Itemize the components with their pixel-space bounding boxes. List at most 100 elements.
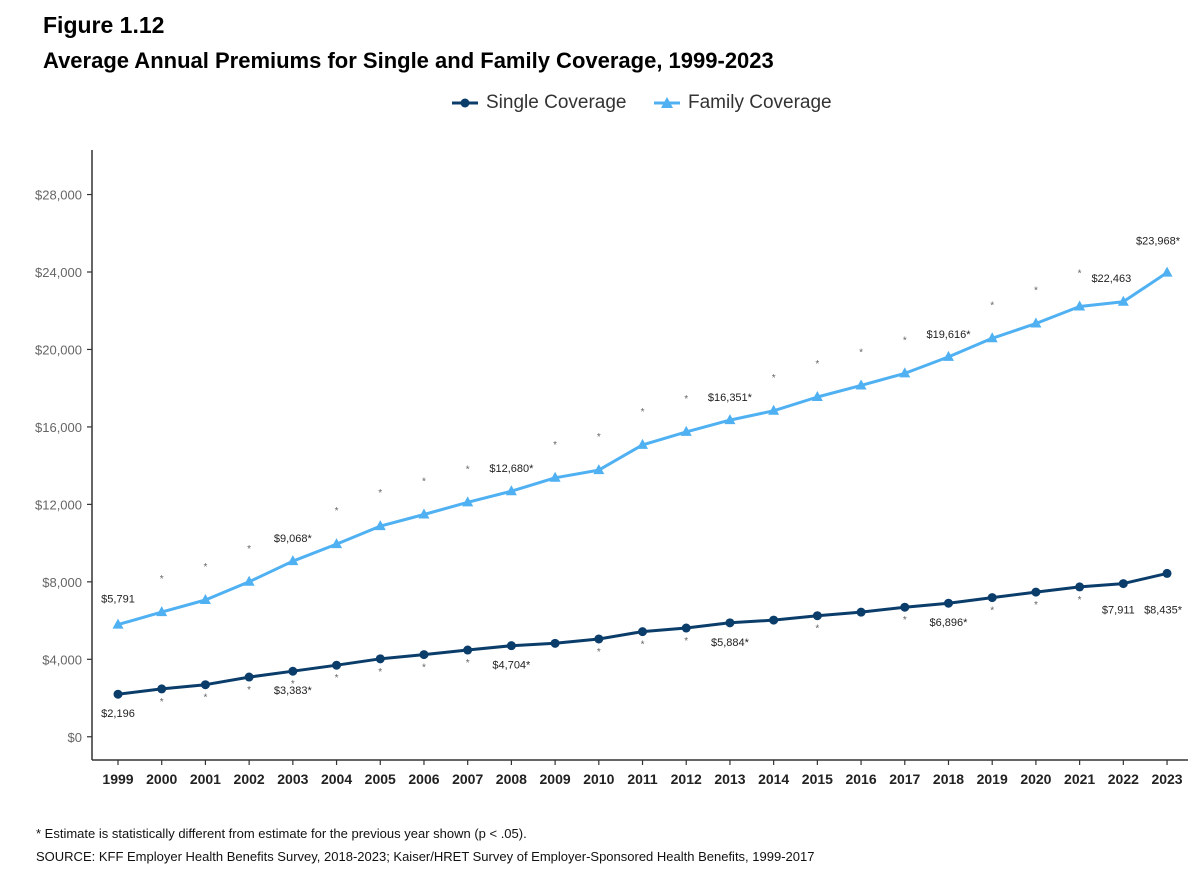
single-data-label: $3,383* <box>274 685 313 697</box>
single-significance-mark: * <box>1034 600 1038 611</box>
legend-label-family: Family Coverage <box>688 92 832 113</box>
family-significance-mark: * <box>1078 268 1082 279</box>
x-tick-label: 2006 <box>408 771 439 787</box>
family-data-label: $5,791 <box>101 594 135 606</box>
family-significance-mark: * <box>335 506 339 517</box>
single-coverage-point <box>769 615 779 625</box>
x-tick-label: 2001 <box>190 771 221 787</box>
x-tick-label: 2014 <box>758 771 789 787</box>
legend-line-circle-icon <box>452 98 478 108</box>
y-tick-label: $4,000 <box>42 652 82 667</box>
family-coverage-point <box>1074 300 1086 311</box>
x-tick-label: 1999 <box>102 771 133 787</box>
single-data-label: $5,884* <box>711 637 750 649</box>
family-significance-mark: * <box>772 373 776 384</box>
x-tick-label: 2018 <box>933 771 964 787</box>
single-significance-mark: * <box>684 636 688 647</box>
x-tick-label: 2007 <box>452 771 483 787</box>
family-coverage-point <box>1117 295 1129 306</box>
family-significance-mark: * <box>160 574 164 585</box>
single-coverage-point <box>550 638 560 648</box>
single-significance-mark: * <box>815 624 819 635</box>
single-significance-mark: * <box>422 663 426 674</box>
family-data-label: $12,680* <box>489 463 534 475</box>
family-coverage-point <box>156 606 168 617</box>
x-tick-label: 2020 <box>1020 771 1051 787</box>
family-coverage-point <box>768 404 780 415</box>
single-coverage-point <box>987 593 997 603</box>
figure-label: Figure 1.12 <box>43 12 165 38</box>
y-tick-label: $16,000 <box>35 420 82 435</box>
y-tick-label: $8,000 <box>42 575 82 590</box>
family-coverage-point <box>1030 317 1042 328</box>
single-significance-mark: * <box>291 679 295 690</box>
legend-item-single: Single Coverage <box>450 92 626 114</box>
family-significance-mark: * <box>247 544 251 555</box>
x-tick-label: 2003 <box>277 771 308 787</box>
family-significance-mark: * <box>378 488 382 499</box>
family-significance-mark: * <box>466 464 470 475</box>
line-chart: $0 $4,000 $8,000 $12,000 $16,000 $20,000 $24,0… <box>35 150 1188 787</box>
family-significance-mark: * <box>422 476 426 487</box>
single-significance-mark: * <box>1078 595 1082 606</box>
y-tick-label: $12,000 <box>35 497 82 512</box>
family-significance-mark: * <box>641 407 645 418</box>
x-tick-label: 2002 <box>234 771 265 787</box>
single-coverage-point <box>638 627 648 637</box>
family-significance-mark: * <box>990 300 994 311</box>
single-coverage-point <box>419 650 429 660</box>
family-significance-mark: * <box>815 359 819 370</box>
single-coverage-point <box>1162 568 1172 578</box>
family-coverage-point <box>418 508 430 519</box>
single-significance-mark: * <box>466 658 470 669</box>
single-coverage-point <box>943 598 953 608</box>
family-coverage-point <box>287 555 299 566</box>
family-coverage-point <box>1161 266 1173 277</box>
single-coverage-point <box>332 660 342 670</box>
x-tick-label: 2009 <box>540 771 571 787</box>
family-significance-mark: * <box>903 335 907 346</box>
single-coverage-point <box>113 689 123 699</box>
single-coverage-point <box>812 611 822 621</box>
single-coverage-point <box>1075 582 1085 592</box>
family-coverage-point <box>680 425 692 436</box>
family-coverage-point <box>855 379 867 390</box>
x-tick-label: 2013 <box>714 771 745 787</box>
single-coverage-point <box>856 607 866 617</box>
family-coverage-point <box>243 575 255 586</box>
single-coverage-point <box>288 666 298 676</box>
x-tick-label: 2022 <box>1108 771 1139 787</box>
single-significance-mark: * <box>378 667 382 678</box>
chart-legend: Single Coverage Family Coverage <box>0 92 1200 120</box>
single-data-label: $8,435* <box>1144 604 1183 616</box>
single-coverage-point <box>244 672 254 682</box>
single-coverage-point <box>594 634 604 644</box>
x-tick-label: 2005 <box>365 771 396 787</box>
family-coverage-point <box>637 438 649 449</box>
single-data-label: $7,911 <box>1102 605 1135 617</box>
x-tick-label: 2023 <box>1151 771 1182 787</box>
family-coverage-point <box>112 618 124 629</box>
legend-line-triangle-icon <box>654 97 680 108</box>
x-tick-label: 2011 <box>627 771 658 787</box>
family-data-label: $23,968* <box>1136 236 1181 248</box>
single-significance-mark: * <box>203 693 207 704</box>
chart-title: Average Annual Premiums for Single and F… <box>43 48 774 73</box>
legend-item-family: Family Coverage <box>652 92 832 114</box>
single-significance-mark: * <box>247 685 251 696</box>
x-tick-label: 2004 <box>321 771 352 787</box>
x-tick-label: 2010 <box>583 771 614 787</box>
single-data-label: $4,704* <box>492 660 531 672</box>
x-tick-label: 2021 <box>1064 771 1095 787</box>
x-tick-label: 2000 <box>146 771 177 787</box>
family-coverage-point <box>593 464 605 475</box>
single-coverage-point <box>506 641 516 651</box>
family-data-label: $22,463 <box>1091 273 1131 285</box>
family-coverage-point <box>199 594 211 605</box>
y-tick-label: $28,000 <box>35 188 82 203</box>
x-tick-label: 2015 <box>802 771 833 787</box>
single-coverage-point <box>900 602 910 612</box>
single-coverage-point <box>375 654 385 664</box>
single-data-label: $2,196 <box>101 708 135 720</box>
single-significance-mark: * <box>160 697 164 708</box>
